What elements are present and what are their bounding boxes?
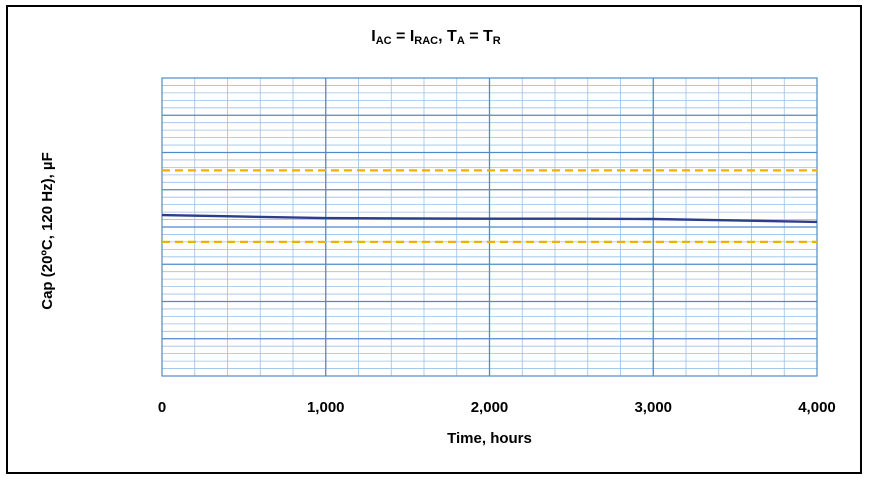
x-tick-label: 1,000: [307, 399, 345, 416]
major-grid: [162, 78, 817, 376]
x-tick-labels: 0 1,000 2,000 3,000 4,000: [158, 399, 836, 416]
x-tick-label: 0: [158, 399, 166, 416]
series-layer: [161, 169, 818, 243]
plot-area: [161, 77, 818, 377]
x-tick-label: 3,000: [634, 399, 672, 416]
x-tick-label: 4,000: [798, 399, 836, 416]
x-axis-title: Time, hours: [447, 430, 532, 447]
series-line-0: [161, 213, 818, 224]
chart-frame: [6, 5, 862, 474]
y-axis-title: Cap (20ºC, 120 Hz), µF: [39, 152, 56, 310]
x-tick-label: 2,000: [471, 399, 509, 416]
chart-title: IAC = IRAC, TA = TR: [371, 28, 501, 47]
